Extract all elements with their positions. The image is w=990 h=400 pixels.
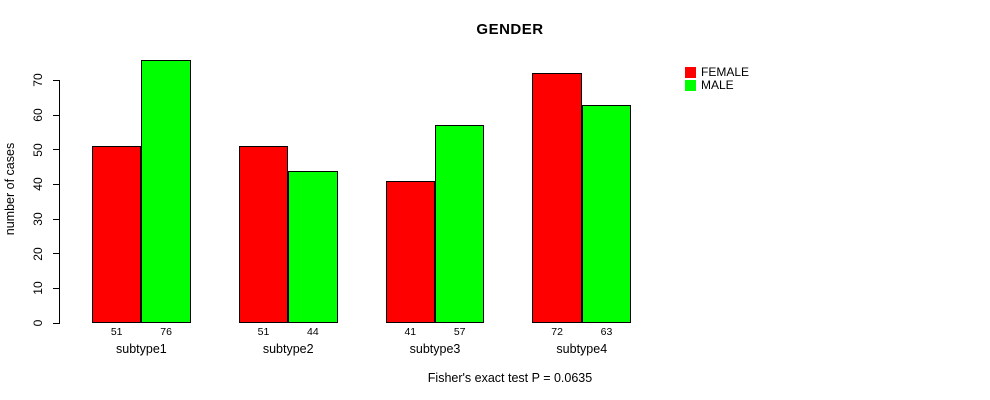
bar-value-label: 44 [307,326,319,338]
bar-female-subtype2 [238,146,289,323]
bar-female-subtype4 [532,73,582,323]
bar-value-label: 51 [110,326,123,338]
x-category-label: subtype4 [556,342,608,356]
legend-item-female: FEMALE [685,66,749,79]
x-category-label: subtype2 [262,342,314,356]
y-tick-label: 30 [31,212,45,226]
annotation: Fisher's exact test P = 0.0635 [427,371,593,385]
bar-value-label: 63 [600,326,613,338]
bar-male-subtype1 [141,59,191,323]
y-tick-label: 40 [31,177,45,192]
bar-value-label: 51 [257,326,270,338]
y-axis-label: number of cases [3,142,17,236]
y-tick-label: 20 [31,247,45,261]
bar-value-label: 57 [453,326,466,338]
bar-female-subtype3 [385,180,435,323]
y-tick-label: 50 [31,143,45,157]
y-axis-line [59,80,60,323]
y-tick-label: 60 [31,108,45,122]
legend-swatch-icon [685,80,696,91]
bar-value-label: 76 [160,326,172,338]
x-category-label: subtype3 [409,342,461,356]
legend-label: MALE [701,78,734,92]
bar-male-subtype4 [581,104,632,323]
legend: FEMALE MALE [685,66,749,92]
y-axis-tick [53,149,60,151]
y-axis-tick [53,218,60,220]
y-axis-tick [53,253,60,255]
y-axis-tick [53,114,60,116]
legend-label: FEMALE [701,65,750,79]
y-tick-label: 0 [31,319,45,327]
y-axis-tick [53,322,60,324]
y-axis-tick [53,287,60,289]
legend-item-male: MALE [685,79,749,92]
y-axis-tick [53,183,60,185]
bar-male-subtype2 [288,170,338,323]
chart-title: GENDER [476,21,544,38]
y-tick-label: 70 [31,73,45,88]
y-tick-label: 10 [31,281,45,296]
bar-value-label: 41 [404,326,417,338]
y-axis-tick [53,79,60,81]
bar-female-subtype1 [92,146,142,323]
x-category-label: subtype1 [116,342,167,356]
legend-swatch-icon [685,67,696,78]
bar-value-label: 72 [551,326,563,338]
bar-male-subtype3 [435,125,485,323]
